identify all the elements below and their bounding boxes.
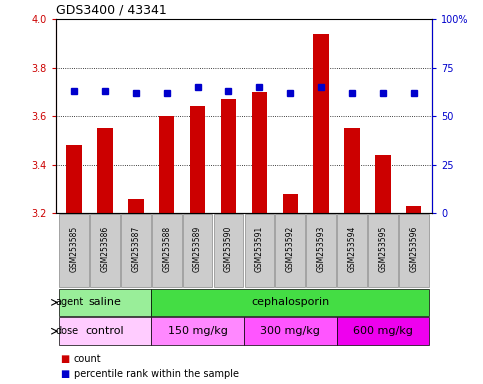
Bar — [151, 289, 429, 316]
Text: GDS3400 / 43341: GDS3400 / 43341 — [56, 3, 166, 17]
Text: GSM253594: GSM253594 — [347, 226, 356, 272]
Bar — [399, 214, 428, 287]
Bar — [97, 128, 113, 213]
Bar — [190, 106, 205, 213]
Text: saline: saline — [88, 297, 121, 308]
Text: control: control — [85, 326, 124, 336]
Bar — [244, 317, 337, 345]
Bar — [159, 116, 174, 213]
Bar — [58, 289, 151, 316]
Text: GSM253586: GSM253586 — [100, 226, 110, 272]
Text: GSM253588: GSM253588 — [162, 226, 171, 272]
Bar — [183, 214, 213, 287]
Text: GSM253593: GSM253593 — [317, 226, 326, 272]
Bar — [59, 214, 89, 287]
Bar — [128, 199, 143, 213]
Text: 300 mg/kg: 300 mg/kg — [260, 326, 320, 336]
Bar — [368, 214, 398, 287]
Text: ■: ■ — [60, 369, 70, 379]
Text: GSM253595: GSM253595 — [378, 226, 387, 272]
Bar — [151, 317, 244, 345]
Bar — [406, 206, 422, 213]
Text: 150 mg/kg: 150 mg/kg — [168, 326, 227, 336]
Text: cephalosporin: cephalosporin — [251, 297, 329, 308]
Text: percentile rank within the sample: percentile rank within the sample — [74, 369, 239, 379]
Text: GSM253590: GSM253590 — [224, 226, 233, 272]
Bar — [313, 34, 329, 213]
Bar — [90, 214, 120, 287]
Bar — [344, 128, 360, 213]
Bar — [337, 214, 367, 287]
Text: GSM253587: GSM253587 — [131, 226, 141, 272]
Bar — [66, 145, 82, 213]
Bar — [306, 214, 336, 287]
Bar — [275, 214, 305, 287]
Text: GSM253591: GSM253591 — [255, 226, 264, 272]
Bar — [244, 214, 274, 287]
Bar — [221, 99, 236, 213]
Bar — [213, 214, 243, 287]
Text: count: count — [74, 354, 101, 364]
Text: GSM253589: GSM253589 — [193, 226, 202, 272]
Bar — [252, 92, 267, 213]
Bar — [58, 317, 151, 345]
Text: dose: dose — [56, 326, 79, 336]
Text: GSM253585: GSM253585 — [70, 226, 79, 272]
Bar — [121, 214, 151, 287]
Text: agent: agent — [56, 297, 84, 308]
Text: GSM253592: GSM253592 — [286, 226, 295, 272]
Bar — [152, 214, 182, 287]
Bar — [375, 155, 391, 213]
Bar — [337, 317, 429, 345]
Text: 600 mg/kg: 600 mg/kg — [353, 326, 413, 336]
Text: ■: ■ — [60, 354, 70, 364]
Text: GSM253596: GSM253596 — [409, 226, 418, 272]
Bar — [283, 194, 298, 213]
